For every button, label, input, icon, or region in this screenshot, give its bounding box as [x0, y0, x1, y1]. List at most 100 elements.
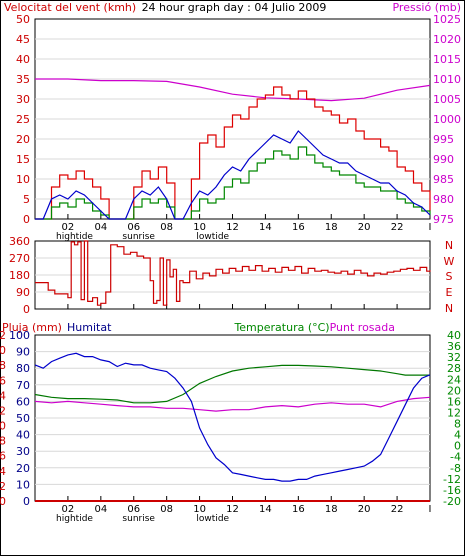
rain-tick-label: 16 [0, 374, 6, 387]
event-label: hightide [56, 232, 93, 242]
hour-tick-label: I [429, 222, 432, 233]
humidity-tick-label: 30 [16, 445, 30, 458]
wind-tick-label: 35 [16, 73, 30, 86]
dewpoint-line [34, 396, 431, 412]
wind-average-line [35, 146, 431, 220]
direction-tick-label: 270 [9, 252, 30, 265]
temperature-tick-label: -12 [443, 473, 461, 486]
pressure-tick-label: 1005 [433, 93, 461, 106]
hour-tick-label: 16 [292, 222, 305, 233]
wind-tick-label: 20 [16, 133, 30, 146]
direction-tick-label: 180 [9, 269, 30, 282]
hour-tick-label: 06 [127, 504, 140, 515]
pressure-tick-label: 1020 [433, 33, 461, 46]
hour-tick-label: 08 [160, 504, 173, 515]
temperature-tick-label: 0 [454, 440, 461, 453]
rain-axis-label: Pluja (mm) [2, 321, 62, 334]
humidity-tick-label: 10 [16, 478, 30, 491]
compass-label: W [444, 255, 455, 268]
hour-tick-label: 22 [391, 222, 404, 233]
event-label: sunrise [122, 514, 155, 524]
compass-label: E [446, 286, 453, 299]
compass-label: N [445, 302, 453, 315]
wind-tick-label: 25 [16, 113, 30, 126]
temperature-tick-label: 40 [447, 329, 461, 342]
pressure-tick-label: 990 [433, 153, 454, 166]
temperature-tick-label: 12 [447, 406, 461, 419]
pressure-tick-label: 1010 [433, 73, 461, 86]
pressure-tick-label: 1000 [433, 113, 461, 126]
hour-tick-label: 12 [226, 504, 239, 515]
temperature-tick-label: -20 [443, 495, 461, 508]
rain-tick-label: 20 [0, 344, 6, 357]
wind-mid-line [35, 130, 431, 220]
temperature-tick-label: 4 [454, 429, 461, 442]
humidity-tick-label: 20 [16, 462, 30, 475]
temperature-tick-label: -16 [443, 484, 461, 497]
pressure-axis-label: Pressió (mb) [392, 1, 461, 14]
wind-tick-label: 5 [23, 193, 30, 206]
humidity-tick-label: 60 [16, 395, 30, 408]
axis-layer: 0510152025303540455097598098599099510001… [0, 13, 461, 524]
rain-tick-label: 14 [0, 389, 6, 402]
humidity-line [34, 352, 431, 482]
hour-tick-label: I [429, 504, 432, 515]
temperature-tick-label: -8 [450, 462, 461, 475]
humidity-tick-label: 0 [23, 495, 30, 508]
wind-axis-label: Velocitat del vent (kmh) [4, 1, 136, 14]
wind-gust-line [35, 86, 431, 220]
hour-tick-label: 14 [259, 504, 272, 515]
dewpoint-label-text: Punt rosada [330, 321, 395, 334]
wind-tick-label: 15 [16, 153, 30, 166]
rain-tick-label: 4 [0, 465, 6, 478]
hour-tick-label: 16 [292, 504, 305, 515]
wind-tick-label: 30 [16, 93, 30, 106]
rain-tick-label: 12 [0, 404, 6, 417]
humidity-tick-label: 40 [16, 429, 30, 442]
pressure-tick-label: 1015 [433, 53, 461, 66]
wind-tick-label: 0 [23, 213, 30, 226]
temperature-tick-label: 8 [454, 418, 461, 431]
compass-label: S [446, 270, 453, 283]
pressure-tick-label: 975 [433, 213, 454, 226]
temperature-tick-label: 36 [447, 340, 461, 353]
event-label: sunrise [122, 232, 155, 242]
temperature-tick-label: 32 [447, 351, 461, 364]
humidity-axis-label: Humitat [67, 321, 112, 334]
hour-tick-label: 18 [325, 504, 338, 515]
event-label: hightide [56, 514, 93, 524]
hour-tick-label: 02 [62, 504, 75, 515]
hour-tick-label: 18 [325, 222, 338, 233]
pressure-line [35, 78, 431, 102]
data-layer [34, 78, 431, 502]
temperature-tick-label: 28 [447, 362, 461, 375]
hour-tick-label: 10 [193, 504, 206, 515]
rain-tick-label: 8 [0, 435, 6, 448]
direction-tick-label: 0 [23, 303, 30, 316]
direction-tick-label: 90 [16, 286, 30, 299]
hour-tick-label: 04 [94, 504, 107, 515]
rain-tick-label: 22 [0, 329, 6, 342]
humidity-tick-label: 50 [16, 412, 30, 425]
hour-tick-label: 08 [160, 222, 173, 233]
rain-tick-label: 18 [0, 359, 6, 372]
pressure-tick-label: 980 [433, 193, 454, 206]
rain-tick-label: 0 [0, 495, 6, 508]
hour-tick-label: 20 [358, 222, 371, 233]
hour-tick-label: 10 [193, 222, 206, 233]
event-label: lowtide [196, 514, 229, 524]
humidity-tick-label: 80 [16, 362, 30, 375]
wind-tick-label: 50 [16, 13, 30, 26]
temperature-tick-label: 24 [447, 373, 461, 386]
hour-tick-label: 22 [391, 504, 404, 515]
temperature-tick-label: 16 [447, 395, 461, 408]
hour-tick-label: 06 [127, 222, 140, 233]
rain-tick-label: 10 [0, 420, 6, 433]
compass-label: N [445, 239, 453, 252]
direction-tick-label: 360 [9, 235, 30, 248]
wind-tick-label: 10 [16, 173, 30, 186]
pressure-tick-label: 985 [433, 173, 454, 186]
rain-tick-label: 6 [0, 450, 6, 463]
temperature-axis-label: Temperatura (°C)Punt rosada [233, 321, 395, 334]
